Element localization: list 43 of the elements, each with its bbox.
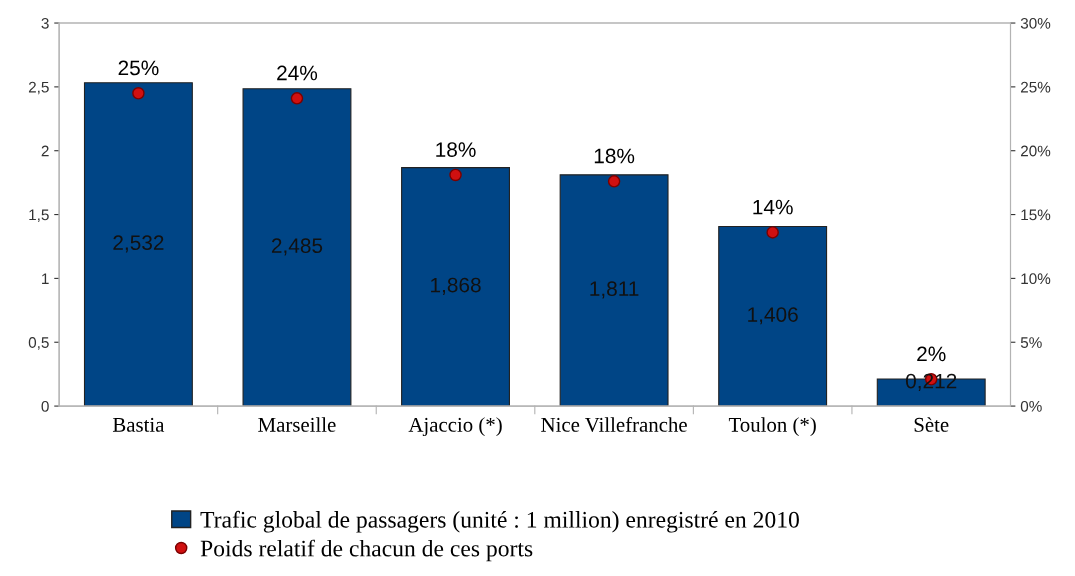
data-label: 1,868	[431, 277, 481, 295]
y-tick-label: 2,5	[28, 81, 49, 95]
bar	[401, 167, 510, 407]
point	[132, 87, 145, 100]
y-tick-label: 1	[42, 273, 49, 284]
y2-tick-label: 0%	[1020, 400, 1042, 412]
x-tick-label: Sète	[914, 417, 949, 432]
y2-tick-label: 30%	[1020, 17, 1051, 29]
data-label: 2%	[917, 346, 946, 362]
y2-tick-label: 25%	[1020, 81, 1051, 93]
data-label: 18%	[436, 142, 476, 157]
data-label: 1,406	[748, 307, 798, 325]
bar	[242, 88, 352, 407]
x-tick-label: Marseille	[258, 417, 336, 432]
data-label: 2,532	[113, 235, 164, 253]
x-tick-label: Toulon (*)	[728, 417, 816, 437]
y-tick-label: 3	[41, 17, 49, 29]
point	[766, 226, 779, 239]
legend-label: Poids relatif de chacun de ces ports	[200, 539, 533, 562]
x-tick-label: Bastia	[112, 417, 165, 432]
x-tick-label: Ajaccio (*)	[408, 417, 502, 437]
point	[449, 168, 462, 182]
y2-tick-label: 5%	[1020, 337, 1042, 348]
bar	[559, 174, 669, 407]
data-label: 24%	[277, 65, 318, 81]
data-label: 14%	[753, 199, 793, 215]
data-label: 25%	[118, 60, 159, 76]
y2-tick-label: 20%	[1020, 145, 1051, 157]
legend-label: Trafic global de passagers (unité : 1 million) enregistré en 2010	[200, 510, 799, 533]
x-tick-label: Nice Villefranche	[541, 416, 687, 432]
y2-tick-label: 10%	[1021, 273, 1051, 285]
data-label: 2,485	[271, 238, 323, 256]
data-label: 18%	[594, 148, 635, 164]
point	[290, 92, 304, 105]
y-tick-label: 1,5	[29, 209, 49, 223]
data-label: 1,811	[590, 281, 639, 299]
y-tick-label: 0,5	[28, 337, 49, 350]
bar	[718, 226, 828, 407]
point	[607, 175, 621, 188]
y-tick-label: 0	[41, 400, 49, 412]
bar	[83, 82, 193, 407]
y2-tick-label: 15%	[1021, 209, 1051, 221]
y-tick-label: 2	[41, 145, 49, 157]
